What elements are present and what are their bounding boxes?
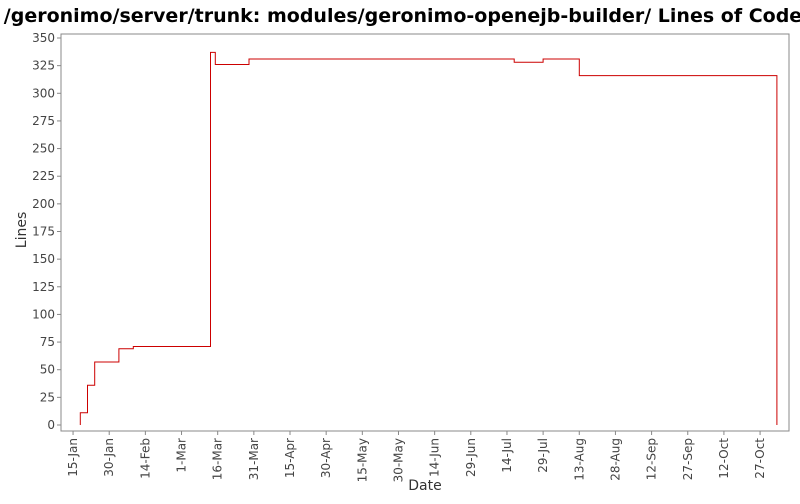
y-tick-label: 350 xyxy=(32,31,55,45)
y-tick-label: 200 xyxy=(32,197,55,211)
y-tick-label: 325 xyxy=(32,59,55,73)
x-tick-label: 27-Sep xyxy=(681,438,695,480)
y-tick-label: 175 xyxy=(32,225,55,239)
x-tick-label: 14-Jun xyxy=(428,438,442,477)
y-tick-label: 50 xyxy=(40,363,55,377)
x-tick-label: 30-Jan xyxy=(102,438,116,477)
x-tick-label: 15-Apr xyxy=(283,438,297,478)
plot-frame xyxy=(60,33,790,432)
y-tick-label: 150 xyxy=(32,252,55,266)
x-tick-label: 12-Oct xyxy=(717,438,731,479)
x-tick-label: 16-Mar xyxy=(211,438,225,480)
y-tick-label: 300 xyxy=(32,86,55,100)
x-tick-label: 28-Aug xyxy=(608,438,622,481)
x-tick-label: 15-May xyxy=(355,438,369,482)
x-tick-label: 14-Jul xyxy=(500,438,514,473)
x-tick-label: 30-Apr xyxy=(319,438,333,478)
y-tick-label: 75 xyxy=(40,335,55,349)
x-tick-label: 29-Jul xyxy=(536,438,550,473)
x-tick-label: 15-Jan xyxy=(66,438,80,477)
y-axis-title: Lines xyxy=(14,212,30,248)
x-tick-label: 31-Mar xyxy=(247,438,261,480)
x-tick-label: 29-Jun xyxy=(464,438,478,477)
series-line xyxy=(79,51,778,425)
y-tick-label: 0 xyxy=(47,418,55,432)
x-tick-label: 12-Sep xyxy=(645,438,659,480)
chart-title: /geronimo/server/trunk: modules/geronimo… xyxy=(4,5,800,27)
y-tick-label: 100 xyxy=(32,307,55,321)
x-tick-label: 14-Feb xyxy=(138,438,152,479)
y-tick-label: 275 xyxy=(32,114,55,128)
y-tick-label: 250 xyxy=(32,142,55,156)
y-tick-label: 125 xyxy=(32,280,55,294)
x-tick-label: 27-Oct xyxy=(753,438,767,479)
x-tick-label: 30-May xyxy=(391,438,405,482)
x-tick-label: 1-Mar xyxy=(175,438,189,473)
y-tick-label: 25 xyxy=(40,390,55,404)
y-tick-label: 225 xyxy=(32,169,55,183)
x-axis-title: Date xyxy=(408,478,441,494)
x-tick-label: 13-Aug xyxy=(572,438,586,481)
plot-area: 0 25 50 75 100 125 150 175 200 225 250 275 300 325 350… xyxy=(32,31,790,482)
